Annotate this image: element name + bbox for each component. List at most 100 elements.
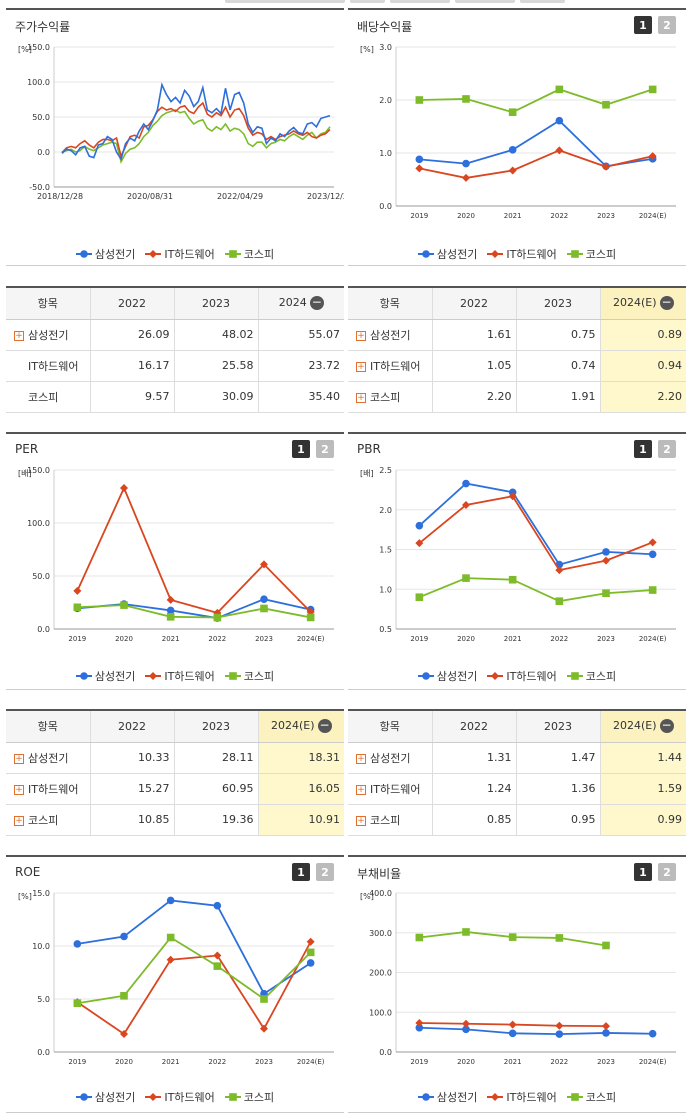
x-tick-label: 2020	[115, 635, 133, 643]
unit-label: [%]	[18, 45, 32, 54]
expand-icon[interactable]: +	[14, 753, 24, 764]
page-2-button[interactable]: 2	[658, 16, 676, 34]
table-cell: 15.27	[89, 773, 174, 805]
y-tick-label: 400.0	[369, 889, 392, 898]
data-point	[120, 992, 128, 1000]
legend-item-s1[interactable]: 삼성전기	[417, 246, 477, 262]
legend-item-s2[interactable]: IT하드웨어	[487, 668, 557, 684]
page-1-button[interactable]: 1	[634, 16, 652, 34]
data-point	[462, 574, 470, 582]
chart-legend: 삼성전기 IT하드웨어 코스피	[348, 1089, 686, 1105]
legend-swatch	[566, 1093, 583, 1101]
page-2-button[interactable]: 2	[316, 440, 334, 458]
row-label-cell: + IT하드웨어	[348, 773, 432, 805]
legend-item-s3[interactable]: 코스피	[224, 246, 274, 262]
table-cell: 35.40	[257, 381, 344, 413]
legend-swatch	[145, 250, 162, 258]
page-1-button[interactable]: 1	[634, 440, 652, 458]
legend-item-s2[interactable]: IT하드웨어	[145, 246, 215, 262]
data-point	[260, 604, 268, 613]
roe-chart: [%] 0.0 5.0 10.0 15.0 2019 2020 2021 2022 2023 202…	[6, 887, 344, 1092]
page-2-button[interactable]: 2	[316, 863, 334, 881]
data-point	[555, 1021, 564, 1030]
table-cell: 19.36	[173, 804, 258, 836]
series-s3	[415, 928, 610, 950]
legend-item-s1[interactable]: 삼성전기	[417, 1089, 477, 1105]
legend-marker	[422, 250, 430, 258]
expand-icon[interactable]: +	[14, 784, 24, 795]
column-header: 2024−	[257, 287, 344, 320]
column-header: 항목	[6, 287, 90, 320]
legend-item-s3[interactable]: 코스피	[566, 246, 616, 262]
x-tick-label: 2021	[504, 212, 522, 220]
page-2-button[interactable]: 2	[658, 440, 676, 458]
expand-icon[interactable]: +	[356, 361, 366, 372]
legend-item-s3[interactable]: 코스피	[224, 1089, 274, 1105]
collapse-icon[interactable]: −	[317, 718, 332, 734]
header-label: 2023	[544, 296, 572, 310]
panel-title: 부채비율	[357, 867, 402, 881]
y-tick-label: 0.0	[379, 202, 392, 211]
pbr-table: 항목 2022 2023 2024(E) − + 삼성전기 1.31 1.47 1.44 + IT하드…	[348, 709, 686, 836]
legend-item-s3[interactable]: 코스피	[566, 668, 616, 684]
data-point	[602, 100, 610, 109]
dividend-yield-table: 항목 2022 2023 2024(E) − + 삼성전기 1.61 0.75 0.89 + IT하드…	[348, 286, 686, 413]
table-cell: 1.05	[431, 350, 516, 382]
y-tick-label: 0.0	[379, 1048, 392, 1057]
x-tick-label: 2024(E)	[297, 1058, 325, 1066]
series-s1	[415, 116, 657, 171]
expand-icon[interactable]: +	[356, 392, 366, 403]
column-header: 2022	[89, 287, 174, 320]
legend-label: IT하드웨어	[164, 248, 215, 261]
x-tick-label: 2021	[162, 1058, 180, 1066]
x-tick-label: 2020	[115, 1058, 133, 1066]
expand-icon[interactable]: +	[14, 815, 24, 826]
table-cell: 26.09	[89, 319, 174, 351]
collapse-icon[interactable]: −	[659, 718, 674, 734]
legend-swatch	[417, 672, 434, 680]
panel-title: PBR	[357, 442, 381, 456]
y-tick-label: 100.0	[369, 1008, 392, 1017]
expand-icon[interactable]: +	[356, 330, 366, 341]
legend-item-s2[interactable]: IT하드웨어	[487, 246, 557, 262]
table-cell: 30.09	[173, 381, 258, 413]
x-tick-label: 2024(E)	[639, 1058, 667, 1066]
data-point	[602, 1029, 610, 1037]
expand-icon[interactable]: +	[356, 815, 366, 826]
table-cell: 16.05	[257, 773, 344, 805]
legend-item-s2[interactable]: IT하드웨어	[145, 668, 215, 684]
legend-item-s1[interactable]: 삼성전기	[75, 246, 135, 262]
legend-item-s2[interactable]: IT하드웨어	[145, 1089, 215, 1105]
y-tick-label: 1.5	[379, 546, 392, 555]
data-point	[508, 933, 517, 941]
data-point	[648, 152, 657, 161]
x-tick-label: 2022	[550, 1058, 568, 1066]
expand-icon[interactable]: +	[14, 330, 24, 341]
column-header: 2024(E) −	[257, 710, 344, 743]
y-tick-label: 2.5	[379, 466, 392, 475]
y-tick-label: 100.0	[27, 519, 50, 528]
column-header: 2024(E) −	[599, 287, 686, 320]
legend-marker	[80, 250, 88, 258]
collapse-icon[interactable]: −	[309, 295, 324, 311]
y-tick-label: 50.0	[32, 113, 50, 122]
data-point	[213, 951, 222, 960]
x-tick-label: 2019	[410, 212, 428, 220]
page-1-button[interactable]: 1	[634, 863, 652, 881]
legend-item-s1[interactable]: 삼성전기	[75, 1089, 135, 1105]
page-1-button[interactable]: 1	[292, 863, 310, 881]
table-cell: 16.17	[89, 350, 174, 382]
legend-item-s3[interactable]: 코스피	[224, 668, 274, 684]
expand-icon[interactable]: +	[356, 753, 366, 764]
collapse-icon[interactable]: −	[659, 295, 674, 311]
page-2-button[interactable]: 2	[658, 863, 676, 881]
legend-item-s2[interactable]: IT하드웨어	[487, 1089, 557, 1105]
legend-item-s1[interactable]: 삼성전기	[417, 668, 477, 684]
legend-item-s1[interactable]: 삼성전기	[75, 668, 135, 684]
legend-item-s3[interactable]: 코스피	[566, 1089, 616, 1105]
page-1-button[interactable]: 1	[292, 440, 310, 458]
row-label-cell: IT하드웨어	[6, 350, 90, 382]
expand-icon[interactable]: +	[356, 784, 366, 795]
